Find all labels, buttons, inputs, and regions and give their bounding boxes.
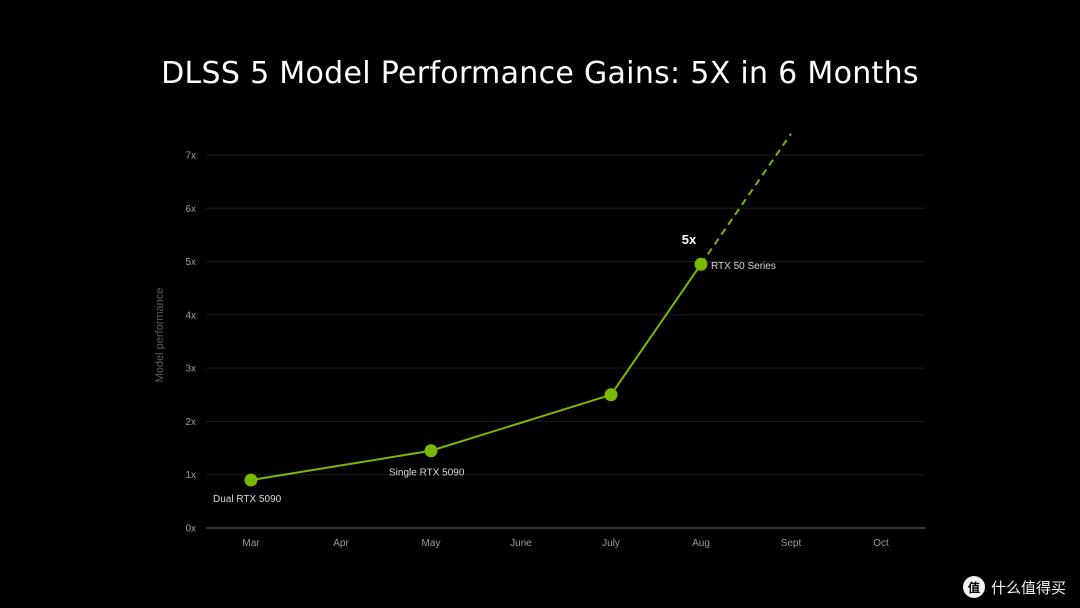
data-point [694, 257, 708, 271]
y-axis-label: Model performance [154, 288, 166, 383]
x-tick-label: Aug [692, 538, 710, 549]
series-group [244, 133, 792, 487]
x-tick-label: Mar [242, 538, 260, 549]
data-point [604, 388, 618, 402]
x-axis: Mar Apr May June July Aug Sept Oct [206, 527, 925, 549]
chart-title: DLSS 5 Model Performance Gains: 5X in 6 … [161, 56, 919, 91]
y-tick-label: 2x [185, 417, 196, 428]
watermark: 值 什么值得买 [962, 576, 1066, 598]
watermark-text: 什么值得买 [990, 578, 1066, 597]
data-point [244, 473, 258, 487]
point-label: Dual RTX 5090 [213, 494, 282, 505]
y-tick-label: 0x [185, 524, 196, 535]
data-point [424, 444, 438, 458]
y-tick-label: 1x [185, 470, 196, 481]
point-label: Single RTX 5090 [389, 468, 465, 479]
x-tick-label: Sept [781, 538, 802, 549]
callout-label: 5x [682, 232, 697, 247]
x-tick-label: May [422, 538, 441, 549]
x-tick-label: Oct [873, 538, 889, 549]
point-labels: Dual RTX 5090 Single RTX 5090 RTX 50 Serie… [213, 232, 776, 505]
y-tick-label: 4x [185, 310, 196, 321]
grid-lines [206, 154, 925, 476]
y-tick-label: 3x [185, 364, 196, 375]
y-tick-label: 7x [185, 151, 196, 162]
x-tick-label: Apr [333, 538, 349, 549]
point-label: RTX 50 Series [711, 261, 776, 272]
y-tick-label: 5x [185, 257, 196, 268]
x-tick-label: July [602, 538, 620, 549]
watermark-logo-icon: 值 [962, 576, 985, 598]
projection-line [700, 133, 792, 265]
x-tick-label: June [510, 538, 532, 549]
series-line [250, 263, 702, 482]
y-axis: 0x 1x 2x 3x 4x 5x 6x 7x [185, 151, 196, 535]
y-tick-label: 6x [185, 204, 196, 215]
